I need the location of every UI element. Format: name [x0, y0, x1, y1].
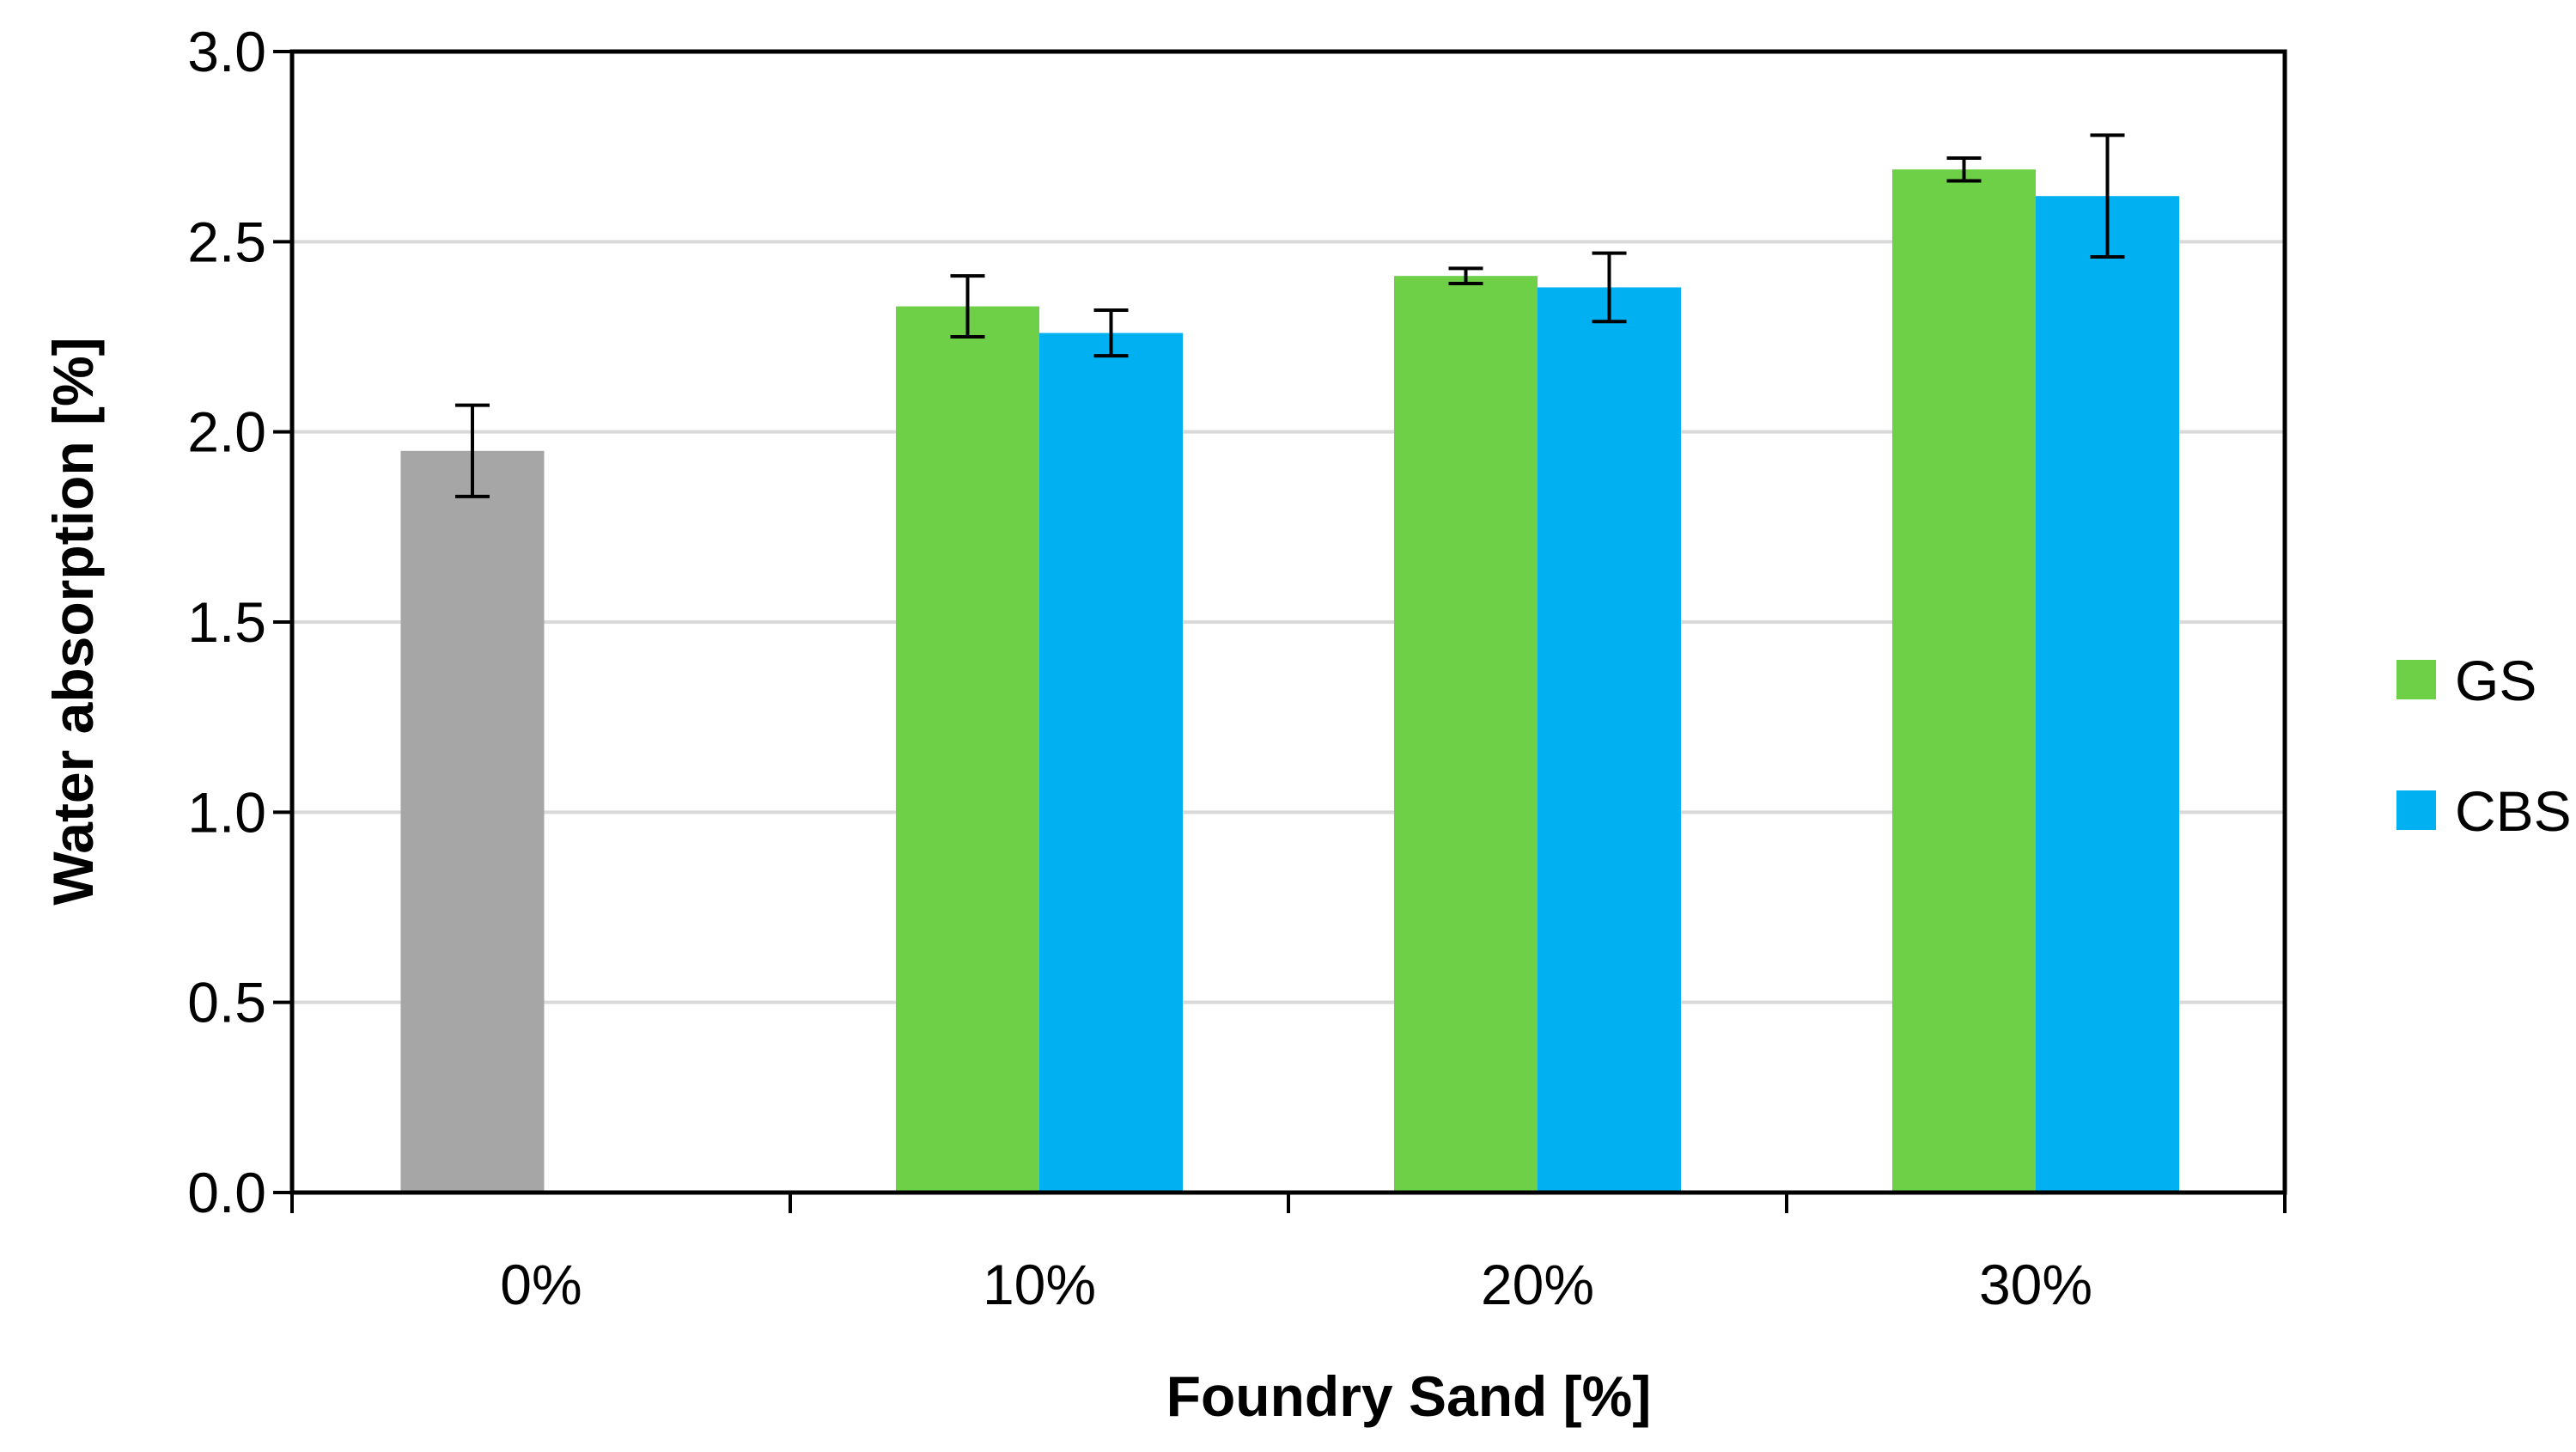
y-tick-label: 2.5 [187, 210, 266, 273]
bar-cbs-20% [1538, 287, 1681, 1193]
x-tick-label: 30% [1979, 1253, 2092, 1316]
bar-reference-0% [400, 450, 545, 1193]
legend: GS CBS [2396, 649, 2572, 843]
x-tick-label: 20% [1481, 1253, 1594, 1316]
legend-label-cbs: CBS [2455, 779, 2572, 843]
y-tick-label: 1.0 [187, 780, 266, 844]
y-axis-title: Water absorption [%] [41, 337, 105, 905]
y-tick-label: 1.5 [187, 590, 266, 654]
error-bars [455, 133, 2125, 498]
y-tick-label: 3.0 [187, 20, 266, 83]
axes [273, 49, 2287, 1213]
legend-swatch-cbs [2396, 790, 2436, 830]
bar-cbs-30% [2036, 196, 2179, 1193]
x-tick-label: 10% [983, 1253, 1096, 1316]
legend-swatch-gs [2396, 660, 2436, 699]
y-tick-label: 0.5 [187, 971, 266, 1034]
bar-gs-20% [1394, 276, 1538, 1193]
tick-labels: 0.0 0.5 1.0 1.5 2.0 2.5 3.0 0% 10% 20% 30% [187, 20, 2092, 1316]
bar-gs-30% [1892, 169, 2036, 1193]
bars [400, 169, 2179, 1193]
bar-cbs-10% [1039, 332, 1183, 1193]
y-tick-label: 2.0 [187, 400, 266, 464]
bar-gs-10% [896, 306, 1039, 1193]
legend-label-gs: GS [2455, 649, 2536, 712]
x-axis-title: Foundry Sand [%] [1166, 1364, 1652, 1428]
y-tick-label: 0.0 [187, 1161, 266, 1224]
x-tick-label: 0% [500, 1253, 582, 1316]
